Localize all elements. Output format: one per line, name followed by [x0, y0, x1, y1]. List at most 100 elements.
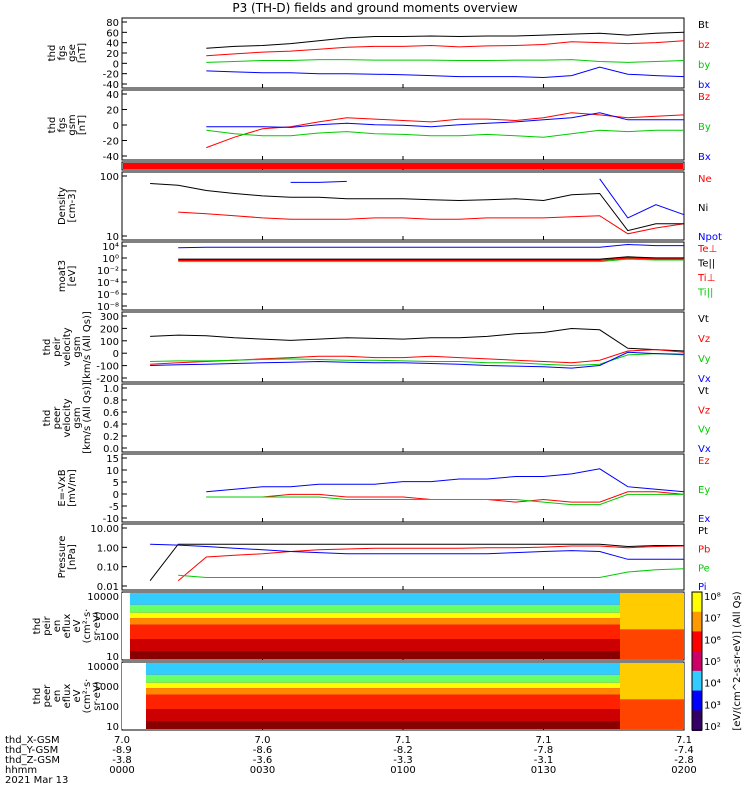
heatmap-band-8-6 [130, 651, 620, 659]
colorbar-segment-4 [692, 670, 702, 692]
legend-4-2: Vy [698, 354, 711, 365]
y-tick-label-3-3: 10⁻⁴ [97, 278, 119, 289]
y-label-4-2: velocity [62, 327, 73, 366]
x-tick-label-z-3: -3.1 [534, 755, 554, 766]
legend-2-0: Ne [698, 174, 712, 185]
panel-frame-6 [121, 383, 685, 453]
y-label-2-0: Density [57, 187, 68, 225]
legend-3-2: Ti⊥ [697, 273, 715, 284]
chart-title: P3 (TH-D) fields and ground moments over… [232, 1, 518, 15]
y-tick-label-5-4: 0.2 [103, 432, 119, 443]
y-tick-label-8-2: 100 [100, 632, 119, 643]
legend-7-2: Pe [698, 563, 710, 574]
y-label-9-2: en [52, 690, 63, 703]
x-tick-label-y-0: -8.9 [112, 745, 132, 756]
heatmap-band-8-0 [130, 593, 620, 605]
series-line-0-2 [206, 59, 685, 63]
legend-1-1: By [698, 122, 711, 133]
y-label-3-1: [eV] [67, 266, 78, 287]
y-label-8-3: eflux [62, 614, 73, 639]
y-tick-label-2-1: 10 [106, 232, 119, 243]
colorbar-segment-2 [692, 631, 702, 653]
legend-3-3: Ti|| [697, 288, 713, 299]
legend-4-1: Vz [698, 334, 710, 345]
y-tick-label-3-0: 10⁴ [102, 242, 119, 253]
series-line-3-2 [178, 257, 684, 261]
y-label-1-0: thd [47, 117, 58, 134]
y-label-7-0: Pressure [57, 536, 68, 579]
legend-5-3: Vx [698, 444, 711, 455]
y-tick-label-4-0: 300 [100, 312, 119, 323]
legend-6-1: Ey [698, 485, 710, 496]
y-tick-label-0-6: -40 [103, 80, 119, 91]
legend-1-2: Bx [698, 152, 711, 163]
legend-0-1: bz [698, 40, 710, 51]
legend-4-3: Vx [698, 374, 711, 385]
colorbar-segment-0 [692, 592, 702, 613]
y-label-4-0: thd [42, 339, 53, 356]
y-tick-label-6-2: 5 [113, 478, 119, 489]
y-tick-label-8-3: 10 [106, 652, 119, 663]
y-label-5-1: peer [52, 406, 63, 430]
heatmap-band-9-6 [146, 721, 620, 729]
y-tick-label-3-1: 10⁰ [102, 254, 119, 265]
y-tick-label-0-3: 20 [106, 49, 119, 60]
y-tick-label-6-3: 0 [113, 490, 119, 501]
y-label-8-6: sr·eV) [92, 611, 103, 640]
y-label-0-0: thd [47, 45, 58, 62]
y-tick-label-4-3: 0 [113, 349, 119, 360]
x-tick-label-t-1: 0030 [250, 765, 275, 776]
legend-2-2: Npot [698, 232, 722, 243]
panel-frame-4 [121, 241, 685, 311]
y-tick-label-5-2: 0.6 [103, 408, 119, 419]
y-label-8-2: en [52, 620, 63, 633]
x-tick-label-x-3: 7.1 [536, 735, 552, 746]
legend-2-1: Ni [698, 203, 708, 214]
x-row-label-3: hhmm [5, 765, 37, 776]
colorbar-tick-1: 10⁷ [704, 614, 721, 625]
y-label-9-6: sr·eV) [92, 681, 103, 710]
y-tick-label-6-5: -10 [103, 514, 119, 525]
y-label-1-3: [nT] [77, 115, 88, 135]
y-label-3-0: moat3 [57, 260, 68, 292]
panel-frame-3 [121, 171, 685, 241]
colorbar-tick-2: 10⁶ [704, 635, 721, 646]
legend-7-0: Pt [698, 526, 708, 537]
legend-0-0: Bt [698, 20, 709, 31]
y-label-8-1: peir [42, 615, 53, 635]
y-label-9-1: peer [42, 684, 53, 708]
y-tick-label-0-0: 80 [106, 18, 119, 29]
series-line-2-2 [290, 178, 685, 219]
series-line-4-3 [150, 351, 685, 369]
series-line-7-1 [177, 545, 685, 582]
x-tick-label-z-1: -3.6 [253, 755, 273, 766]
y-label-5-0: thd [42, 410, 53, 427]
y-label-8-4: eV [72, 619, 83, 632]
heatmap-band-8-5 [130, 639, 620, 652]
y-tick-label-2-0: 100 [100, 172, 119, 183]
x-tick-label-y-4: -7.4 [674, 745, 694, 756]
y-tick-label-5-0: 1.0 [103, 384, 119, 395]
series-line-0-3 [206, 66, 685, 79]
heatmap-band-9-5 [146, 709, 620, 722]
y-tick-label-9-1: 1000 [94, 682, 119, 693]
y-tick-label-1-3: -20 [103, 137, 119, 148]
heatmap-band-9-4 [146, 694, 620, 710]
colorbar-frame [691, 591, 703, 731]
y-label-9-3: eflux [62, 684, 73, 709]
heatmap-band-9-2 [146, 682, 620, 689]
y-tick-label-0-5: -20 [103, 70, 119, 81]
y-label-8-0: thd [32, 618, 43, 635]
legend-0-2: by [698, 60, 710, 71]
x-tick-label-x-2: 7.1 [395, 735, 411, 746]
series-line-7-2 [178, 568, 685, 578]
y-label-1-2: gsm [67, 114, 78, 135]
y-tick-label-4-2: 100 [100, 337, 119, 348]
y-tick-label-7-1: 1.00 [97, 543, 119, 554]
heatmap-band-8-1 [130, 604, 620, 613]
legend-0-3: bx [698, 80, 710, 91]
colorbar-segment-5 [692, 690, 702, 712]
y-tick-label-8-0: 10000 [87, 592, 119, 603]
y-label-5-3: gsm [72, 407, 83, 428]
